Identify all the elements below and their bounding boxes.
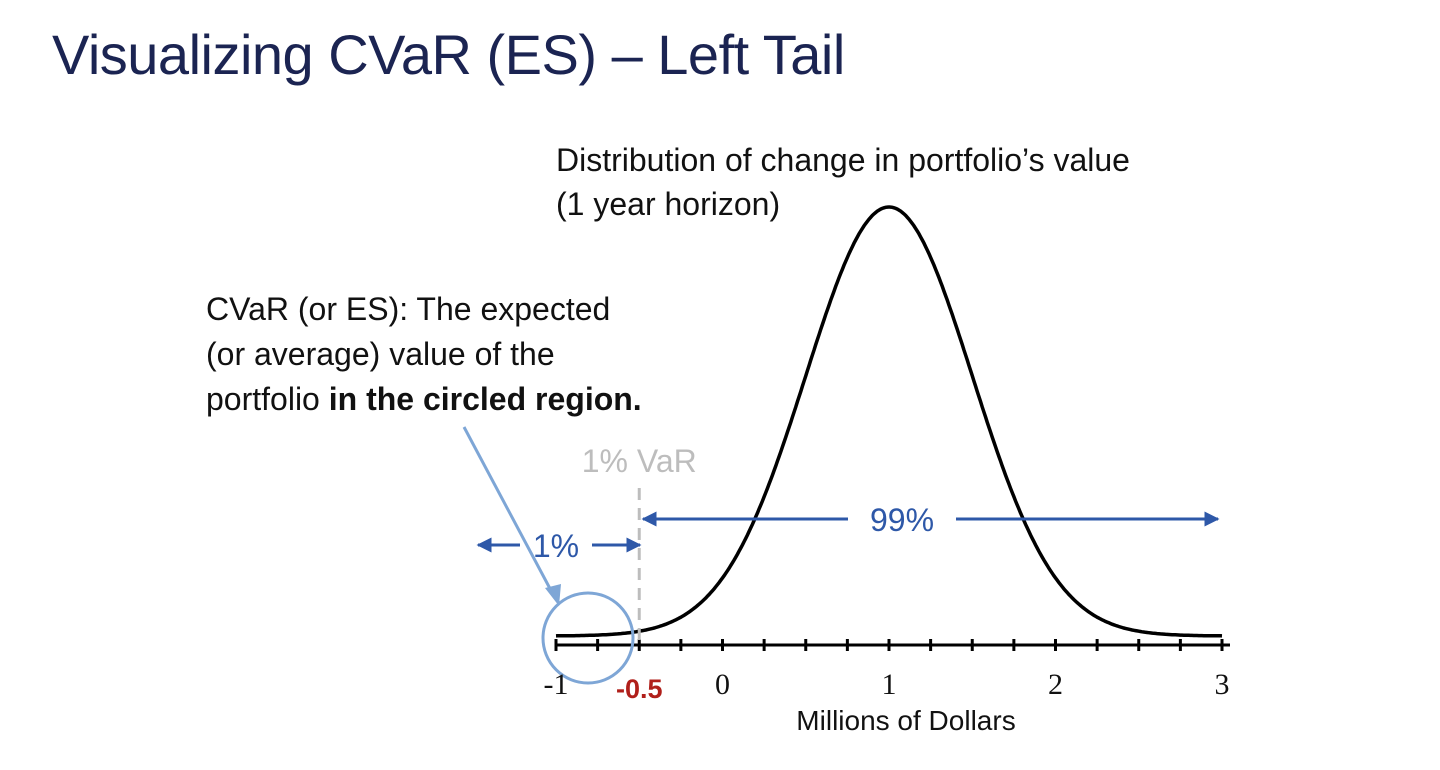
right-region-label: 99% bbox=[870, 502, 934, 538]
caption-line-2: (1 year horizon) bbox=[556, 186, 781, 222]
callout-line-2: (or average) value of the bbox=[206, 336, 555, 372]
callout-pointer-line bbox=[462, 426, 557, 599]
callout-line-3-bold: in the circled region. bbox=[328, 381, 642, 417]
tail-region-circle bbox=[541, 591, 635, 685]
x-axis-ticks bbox=[554, 639, 1224, 651]
slide-title: Visualizing CVaR (ES) – Left Tail bbox=[52, 23, 845, 86]
distribution-caption: Distribution of change in portfolio’s va… bbox=[556, 138, 1130, 226]
highlight-tick-label: -0.5 bbox=[616, 674, 663, 704]
x-tick-label: 0 bbox=[715, 668, 730, 701]
distribution-curve bbox=[555, 205, 1223, 638]
cvar-callout: CVaR (or ES): The expected (or average) … bbox=[206, 287, 642, 422]
x-tick-label: 1 bbox=[882, 668, 897, 701]
x-tick-label: -1 bbox=[544, 668, 569, 701]
callout-line-1: CVaR (or ES): The expected bbox=[206, 291, 611, 327]
callout-line-3-regular: portfolio bbox=[206, 381, 329, 417]
callout-pointer-arrowhead bbox=[545, 584, 561, 606]
x-tick-label: 2 bbox=[1048, 668, 1063, 701]
left-tail-label: 1% bbox=[533, 528, 579, 564]
caption-line-1: Distribution of change in portfolio’s va… bbox=[556, 142, 1130, 178]
callout-line-3: portfolio in the circled region. bbox=[206, 377, 642, 422]
var-label: 1% VaR bbox=[582, 443, 697, 479]
x-tick-label: 3 bbox=[1215, 668, 1230, 701]
x-axis-title: Millions of Dollars bbox=[796, 705, 1015, 736]
x-axis-tick-labels: -1 0 1 2 3 bbox=[544, 668, 1230, 701]
